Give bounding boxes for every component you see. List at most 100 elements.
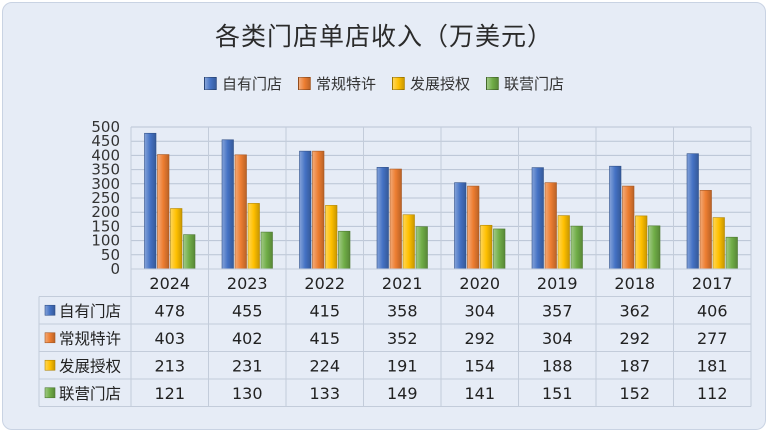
- legend-item: 常规特许: [297, 73, 376, 94]
- y-tick-label: 0: [110, 260, 120, 278]
- data-label: 133: [309, 384, 340, 403]
- bar: [531, 167, 544, 270]
- bar: [454, 182, 467, 270]
- data-label: 112: [697, 384, 728, 403]
- data-label: 152: [619, 384, 650, 403]
- y-tick-label: 400: [91, 146, 120, 164]
- bar: [648, 225, 661, 270]
- bar: [402, 214, 415, 270]
- bar: [699, 190, 712, 270]
- bar: [570, 225, 583, 270]
- bar: [493, 228, 506, 270]
- legend-swatch: [297, 77, 311, 90]
- bar: [557, 215, 570, 270]
- table-legend-key: [44, 387, 56, 399]
- bar: [144, 132, 157, 270]
- legend-swatch: [203, 77, 217, 90]
- y-tick-label: 200: [91, 203, 120, 221]
- y-tick-label: 500: [91, 118, 120, 136]
- bar: [467, 185, 480, 270]
- y-tick-label: 450: [91, 132, 120, 150]
- data-label: 181: [697, 356, 728, 375]
- table-legend-key: [44, 359, 56, 371]
- x-tick-label: 2024: [149, 274, 190, 293]
- table-legend-key: [44, 332, 56, 344]
- y-tick-label: 300: [91, 175, 120, 193]
- data-label: 352: [387, 329, 418, 348]
- bar: [170, 208, 183, 270]
- data-label: 213: [154, 356, 185, 375]
- x-tick-label: 2023: [227, 274, 268, 293]
- legend: 自有门店 常规特许 发展授权 联营门店: [3, 73, 765, 94]
- x-tick-label: 2022: [304, 274, 345, 293]
- data-label: 188: [542, 356, 573, 375]
- bar: [157, 154, 170, 270]
- y-tick-label: 100: [91, 232, 120, 250]
- data-label: 415: [309, 301, 340, 320]
- data-label: 292: [464, 329, 495, 348]
- bar: [712, 217, 725, 270]
- bar: [221, 139, 234, 270]
- legend-label: 发展授权: [410, 75, 471, 93]
- table-series-label: 联营门店: [59, 385, 121, 403]
- data-label: 402: [232, 329, 263, 348]
- table-series-label: 常规特许: [59, 330, 121, 348]
- data-label: 415: [309, 329, 340, 348]
- y-tick-label: 350: [91, 161, 120, 179]
- bar: [609, 165, 622, 270]
- bar: [325, 205, 338, 270]
- data-label: 231: [232, 356, 263, 375]
- x-tick-label: 2021: [382, 274, 423, 293]
- bar: [234, 154, 247, 270]
- data-label: 151: [542, 384, 573, 403]
- bar: [247, 203, 260, 270]
- data-label: 191: [387, 356, 418, 375]
- bar: [312, 150, 325, 270]
- legend-item: 联营门店: [486, 73, 564, 94]
- data-label: 406: [697, 301, 728, 320]
- bar: [622, 185, 635, 270]
- data-label: 187: [619, 356, 650, 375]
- bar: [338, 230, 351, 270]
- legend-label: 联营门店: [504, 75, 565, 93]
- table-series-label: 发展授权: [59, 357, 121, 375]
- chart-title: 各类门店单店收入（万美元）: [214, 22, 553, 51]
- data-label: 149: [387, 384, 418, 403]
- data-label: 304: [542, 329, 573, 348]
- data-label: 357: [542, 301, 573, 320]
- bar: [183, 234, 196, 270]
- table-series-label: 自有门店: [59, 302, 121, 320]
- bar: [544, 182, 557, 270]
- data-label: 141: [464, 384, 495, 403]
- legend-label: 自有门店: [221, 75, 282, 93]
- legend-swatch: [486, 77, 500, 90]
- bar: [415, 226, 428, 270]
- data-label: 130: [232, 384, 263, 403]
- bar: [299, 150, 312, 270]
- legend-swatch: [392, 77, 405, 90]
- data-label: 358: [387, 301, 418, 320]
- bar: [635, 215, 648, 270]
- y-tick-label: 150: [91, 217, 120, 235]
- data-label: 362: [619, 301, 650, 320]
- table-legend-key: [44, 304, 56, 316]
- y-tick-label: 250: [91, 189, 120, 207]
- x-tick-label: 2019: [537, 274, 578, 293]
- data-label: 224: [309, 356, 340, 375]
- bar: [686, 153, 699, 270]
- data-label: 121: [154, 384, 185, 403]
- bar: [376, 167, 389, 270]
- legend-label: 常规特许: [315, 75, 376, 93]
- x-tick-label: 2020: [459, 274, 500, 293]
- data-label: 403: [154, 329, 185, 348]
- data-label: 154: [464, 356, 495, 375]
- y-tick-label: 50: [101, 246, 120, 264]
- bar: [480, 224, 493, 270]
- bar: [725, 236, 738, 270]
- data-label: 455: [232, 301, 263, 320]
- data-label: 478: [154, 301, 185, 320]
- legend-item: 自有门店: [203, 73, 282, 94]
- x-tick-label: 2018: [614, 274, 655, 293]
